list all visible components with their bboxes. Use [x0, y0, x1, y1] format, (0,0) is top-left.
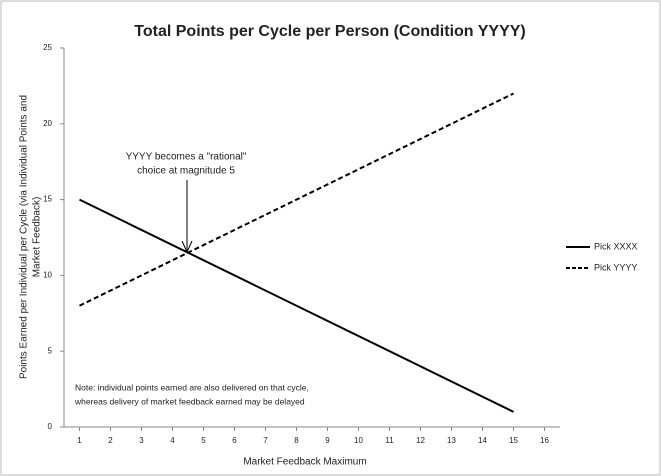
- y-tick-label: 25: [43, 43, 52, 52]
- annotation-line: YYYY becomes a "rational": [126, 152, 247, 163]
- y-tick-label: 10: [43, 271, 52, 280]
- legend-text: Pick YYYY: [594, 262, 637, 272]
- y-tick-label: 20: [43, 119, 52, 128]
- legend-text: Pick XXXX: [594, 241, 638, 251]
- series-line: [79, 198, 514, 413]
- x-tick-label: 9: [325, 436, 330, 445]
- x-tick-label: 14: [478, 436, 487, 445]
- y-tick-label: 15: [43, 195, 52, 204]
- x-tick-label: 12: [416, 436, 425, 445]
- x-tick-label: 1: [77, 436, 82, 445]
- y-tick-label: 5: [48, 346, 53, 355]
- x-tick-label: 13: [447, 436, 456, 445]
- x-axis-label: Market Feedback Maximum: [243, 457, 366, 468]
- y-axis-label: Points Earned per Individual per Cycle (…: [19, 95, 43, 379]
- x-tick-label: 10: [354, 436, 363, 445]
- x-tick-label: 15: [509, 436, 518, 445]
- x-tick-label: 7: [263, 436, 268, 445]
- x-tick-label: 5: [201, 436, 206, 445]
- y-axis-label-line: Points Earned per Individual per Cycle (…: [19, 95, 30, 379]
- x-tick-label: 2: [108, 436, 113, 445]
- y-axis-label-line: Market Feedback): [32, 197, 43, 278]
- x-tick-label: 8: [294, 436, 299, 445]
- chart-title: Total Points per Cycle per Person (Condi…: [134, 23, 525, 40]
- note-line: whereas delivery of market feedback earn…: [74, 396, 305, 406]
- series-line: [79, 92, 514, 307]
- y-tick-label: 0: [48, 422, 53, 431]
- x-tick-label: 6: [232, 436, 237, 445]
- note-line: Note: individual points earned are also …: [75, 382, 309, 392]
- x-tick-label: 11: [385, 436, 394, 445]
- x-tick-label: 16: [540, 436, 549, 445]
- x-tick-label: 3: [139, 436, 144, 445]
- x-tick-label: 4: [170, 436, 175, 445]
- annotation-line: choice at magnitude 5: [137, 166, 235, 177]
